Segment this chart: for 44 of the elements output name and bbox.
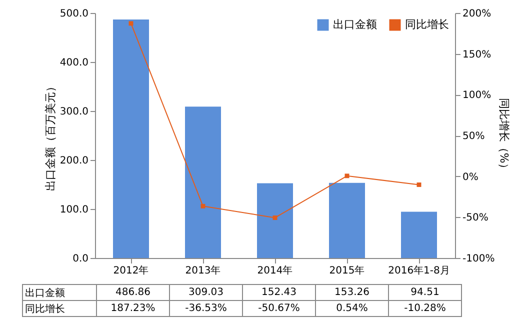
text: 出口金额 bbox=[25, 288, 65, 298]
y2-tick-label: -100% bbox=[462, 254, 495, 264]
point bbox=[200, 204, 206, 208]
data-label: 486.86 bbox=[96, 284, 170, 300]
data-label: -36.53% bbox=[170, 300, 242, 316]
y-tick-label: 200.0 bbox=[60, 156, 88, 166]
data-label: 152.43 bbox=[242, 284, 316, 300]
bar bbox=[401, 212, 437, 258]
point bbox=[344, 174, 350, 178]
point bbox=[128, 21, 134, 26]
y2-tick-label: 0% bbox=[462, 172, 478, 183]
y2-tick-label: 150% bbox=[462, 49, 492, 60]
bar bbox=[257, 183, 293, 258]
data-label: 153.26 bbox=[316, 284, 388, 300]
bar bbox=[329, 182, 365, 258]
y-tick-label: 400.0 bbox=[60, 58, 88, 68]
data-label: 0.54% bbox=[316, 300, 388, 316]
y2-tick-label: 100% bbox=[462, 90, 492, 102]
x-tick-label: 2014年 bbox=[257, 264, 293, 276]
data-label: 94.51 bbox=[388, 284, 462, 300]
y-tick-label: 500.0 bbox=[60, 8, 88, 20]
legend-label: 出口金额 bbox=[333, 18, 377, 31]
x-tick-label: 2013年 bbox=[185, 264, 221, 276]
point bbox=[416, 182, 422, 187]
bar bbox=[113, 19, 149, 258]
data-label: -50.67% bbox=[242, 300, 316, 316]
legend-label: 同比增长 bbox=[405, 18, 449, 31]
text: 同比增长 bbox=[25, 304, 65, 314]
y2-tick-label: 50% bbox=[462, 131, 485, 142]
x-tick-label: 2016年1-8月 bbox=[388, 264, 450, 276]
data-label: -10.28% bbox=[388, 300, 462, 316]
y-tick-label: 100.0 bbox=[60, 204, 88, 216]
y-tick-label: 300.0 bbox=[60, 106, 88, 118]
y-tick-label: 0.0 bbox=[72, 254, 88, 264]
bar bbox=[185, 106, 221, 258]
data-label: 309.03 bbox=[170, 284, 242, 300]
y2-tick-label: -50% bbox=[462, 212, 488, 224]
x-tick-label: 2015年 bbox=[329, 264, 365, 276]
y2-tick-label: 200% bbox=[462, 8, 492, 20]
point bbox=[272, 215, 278, 220]
y-axis-title: 出口金额（百万美元） bbox=[44, 81, 57, 191]
y2-axis-title: 同比增长（%） bbox=[498, 98, 511, 174]
x-tick-label: 2012年 bbox=[113, 264, 149, 276]
data-label: 187.23% bbox=[96, 300, 170, 316]
